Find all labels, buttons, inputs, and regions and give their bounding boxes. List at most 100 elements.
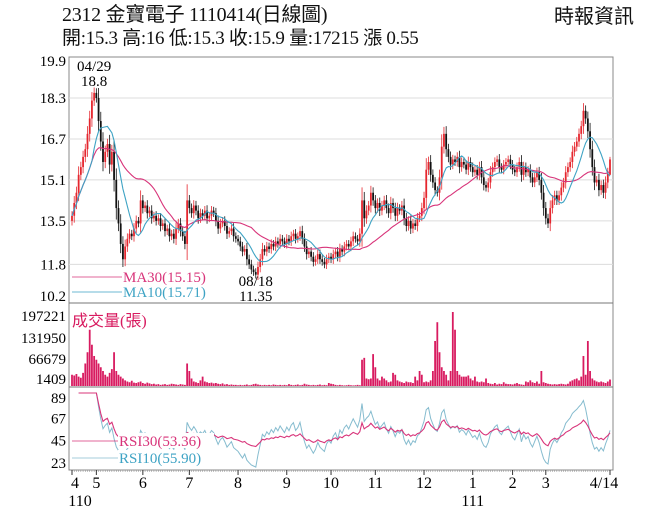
volume-bar (356, 384, 359, 386)
candle-body (414, 223, 417, 226)
volume-bar (352, 385, 355, 386)
quote-summary: 開:15.3 高:16 低:15.3 收:15.9 量:17215 漲 0.55 (62, 28, 419, 49)
candle-body (458, 156, 461, 168)
candle-body (595, 179, 598, 183)
volume-bar (471, 380, 474, 386)
candle-body (268, 246, 270, 250)
month-label: 2 (509, 475, 517, 492)
candle-body (316, 254, 319, 260)
volume-bar (560, 383, 563, 386)
candle-body (124, 246, 127, 260)
candle-body (153, 215, 155, 219)
volume-bar (303, 383, 306, 386)
volume-bar (334, 384, 337, 386)
candle-body (604, 182, 607, 193)
volume-bar (170, 383, 173, 386)
volume-bar (476, 381, 479, 386)
candle-body (188, 200, 191, 209)
volume-bar (248, 385, 251, 386)
volume-bar (141, 382, 144, 386)
volume-bar (595, 381, 598, 386)
candle-body (88, 118, 91, 134)
candle-body (221, 220, 224, 224)
volume-bar (593, 380, 596, 386)
volume-bar (184, 384, 186, 386)
legend-label: RSI30(53.36) (119, 434, 201, 450)
candle-body (407, 220, 410, 226)
volume-bar (338, 384, 341, 386)
volume-bar (416, 380, 419, 386)
candle-body (84, 149, 87, 157)
volume-bar (544, 382, 547, 386)
ma10-line (71, 125, 611, 263)
candle-body (500, 167, 503, 170)
candle-body (564, 172, 567, 183)
candle-body (86, 133, 89, 150)
plot-border (68, 56, 614, 471)
candle-body (336, 251, 339, 257)
volume-bar (168, 384, 171, 386)
volume-bar (86, 352, 89, 386)
volume-bar (418, 370, 421, 386)
candle-body (467, 162, 470, 170)
candle-body (341, 249, 344, 252)
volume-bar (465, 376, 467, 386)
candle-body (279, 238, 282, 244)
candle-body (234, 236, 237, 239)
candle-body (232, 228, 235, 237)
candle-body (575, 141, 578, 147)
volume-bar (573, 379, 576, 386)
volume-bar (314, 385, 317, 386)
volume-bar (567, 383, 569, 386)
candle-body (606, 173, 609, 183)
candle-body (513, 169, 516, 173)
volume-bar (436, 322, 439, 386)
volume-bar (106, 376, 109, 386)
legend-label: RSI10(55.90) (119, 451, 201, 467)
candle-body (600, 185, 603, 191)
candle-body (186, 200, 189, 244)
candle-body (451, 159, 454, 165)
candle-body (79, 167, 82, 175)
candle-body (93, 92, 96, 101)
candle-body (217, 220, 220, 229)
candle-body (117, 208, 120, 224)
candle-body (465, 164, 467, 170)
volume-bar (460, 376, 463, 386)
volume-bar (454, 329, 456, 386)
volume-bar (292, 385, 295, 386)
candle-body (361, 200, 363, 234)
volume-bar (580, 376, 583, 386)
volume-bar (487, 382, 490, 386)
volume-bar (210, 382, 213, 386)
candle-body (223, 220, 226, 226)
month-label: 4/14 (590, 475, 618, 492)
volume-bar (414, 376, 417, 386)
volume-bar (148, 383, 151, 386)
candle-body (507, 159, 510, 162)
volume-bar (319, 384, 321, 386)
volume-bar (361, 359, 363, 386)
volume-bar (367, 379, 370, 386)
volume-bar (323, 384, 326, 386)
volume-bar (102, 370, 104, 386)
candle-body (354, 236, 357, 239)
candle-body (498, 159, 501, 168)
volume-bar (531, 382, 534, 386)
volume-bar (462, 376, 465, 386)
volume-bar (157, 384, 160, 386)
candle-body (578, 133, 580, 142)
candle-body (102, 141, 104, 162)
volume-bar (128, 382, 131, 386)
volume-bar (327, 382, 330, 386)
candle-body (569, 162, 572, 168)
volume-bar (97, 363, 100, 386)
candle-body (416, 218, 419, 226)
volume-bar (99, 367, 102, 386)
volume-bar (458, 374, 461, 386)
candle-body (172, 233, 175, 239)
annotation-value: 11.35 (239, 289, 272, 305)
candle-body (144, 205, 146, 209)
volume-bar (117, 374, 120, 386)
volume-bar (270, 385, 273, 386)
